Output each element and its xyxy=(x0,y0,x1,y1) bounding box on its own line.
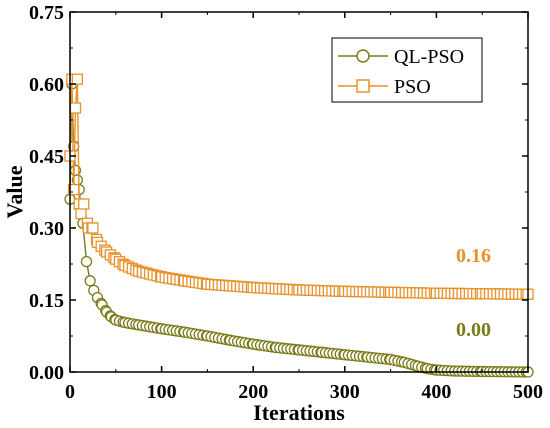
y-axis-title: Value xyxy=(2,165,27,218)
annotation-ql-pso-final: 0.00 xyxy=(456,319,491,341)
x-axis-title: Iterations xyxy=(253,400,345,425)
axis-ticks: 0 100 200 300 400 500 0.00 0.15 0.30 0.45 0.60 0.75 xyxy=(29,2,543,403)
annotation-pso-final: 0.16 xyxy=(456,245,491,267)
legend-label-ql-pso: QL-PSO xyxy=(394,46,464,68)
y-tick-label: 0.60 xyxy=(29,74,64,96)
data-point xyxy=(68,183,80,196)
y-tick-label: 0.30 xyxy=(29,218,64,240)
data-point xyxy=(84,275,96,287)
x-tick-label: 200 xyxy=(238,381,268,403)
data-point xyxy=(78,198,90,210)
x-tick-label: 100 xyxy=(147,381,177,403)
legend-label-pso: PSO xyxy=(394,76,431,98)
data-point xyxy=(69,102,82,114)
y-tick-label: 0.15 xyxy=(29,290,64,312)
legend-marker-pso xyxy=(356,79,370,93)
x-tick-label: 0 xyxy=(65,381,75,403)
data-point xyxy=(80,255,93,268)
y-tick-label: 0.45 xyxy=(29,146,64,168)
x-tick-label: 400 xyxy=(421,381,451,403)
data-point xyxy=(75,207,87,220)
x-tick-label: 300 xyxy=(330,381,360,403)
y-tick-label: 0.00 xyxy=(29,362,64,384)
y-tick-label: 0.75 xyxy=(29,2,64,24)
x-tick-label: 500 xyxy=(513,381,543,403)
data-point xyxy=(71,73,83,85)
series-pso xyxy=(64,73,534,300)
legend: QL-PSO PSO xyxy=(331,37,483,103)
data-point xyxy=(87,222,99,234)
legend-marker-ql-pso xyxy=(356,49,370,63)
